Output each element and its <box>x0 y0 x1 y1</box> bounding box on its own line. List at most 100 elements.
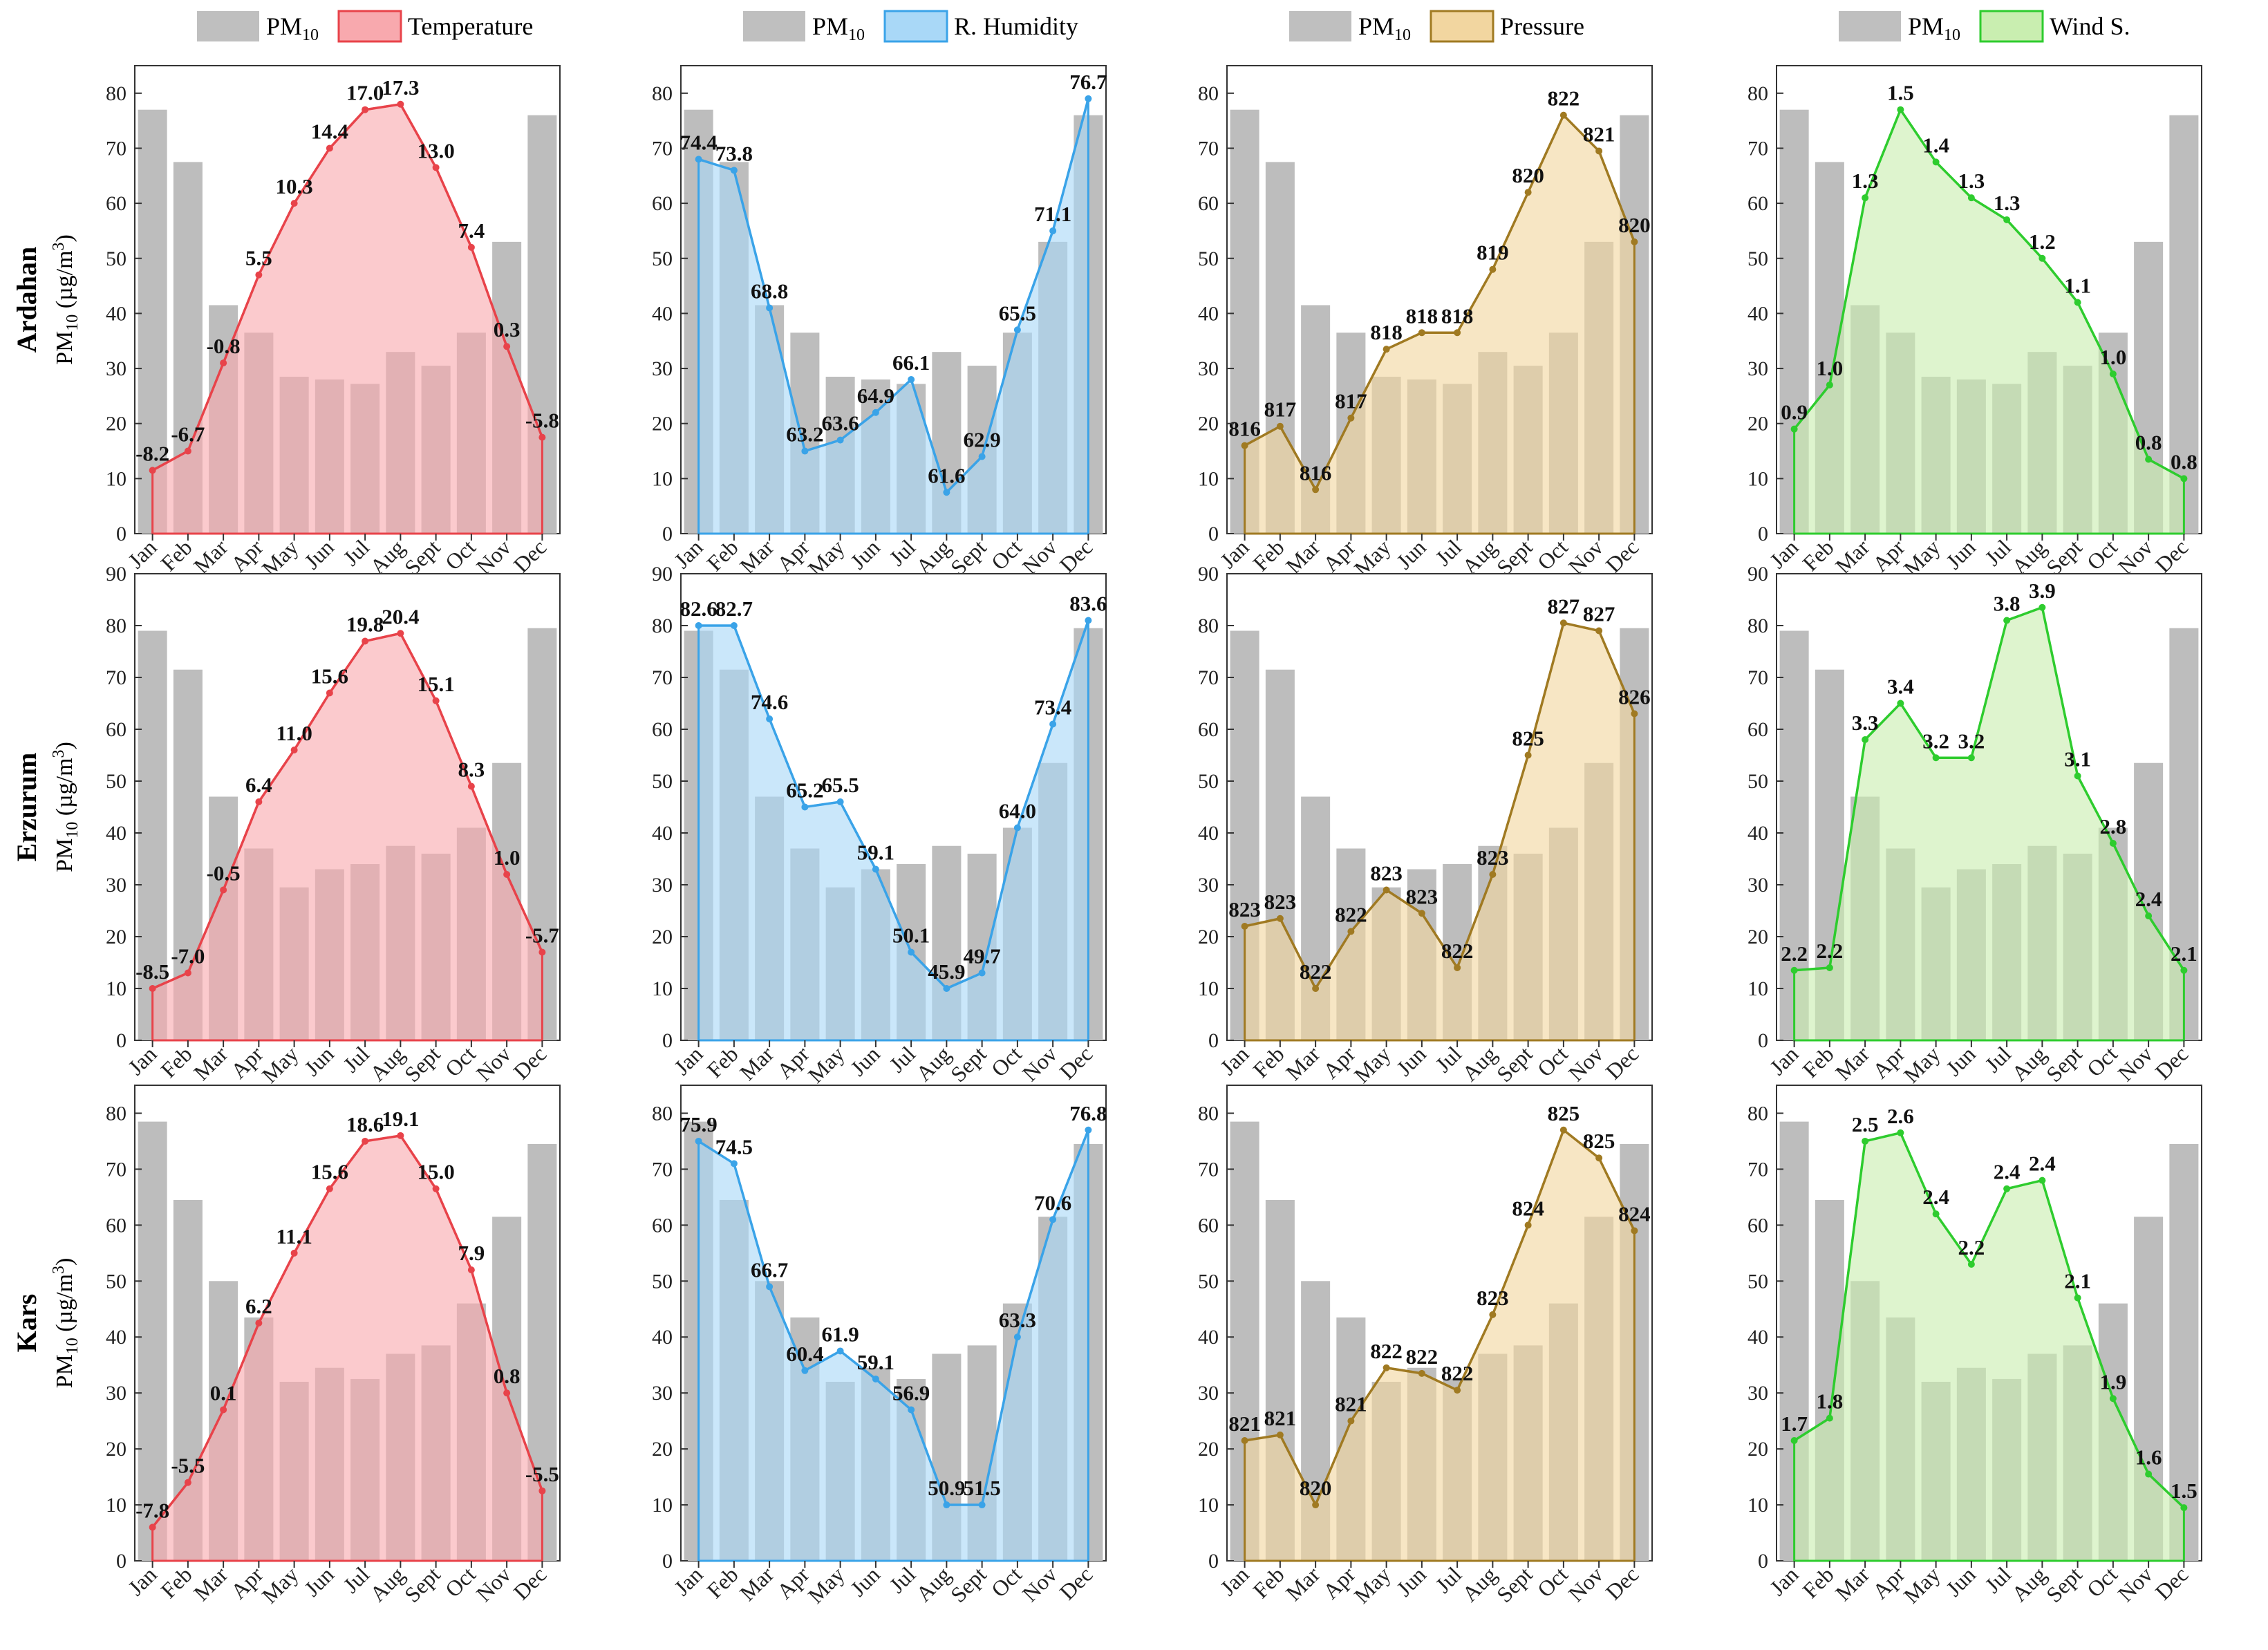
x-tick-label: Mar <box>1830 1041 1874 1085</box>
y-tick-label: 40 <box>652 1326 673 1349</box>
x-tick-label: Jan <box>1215 534 1254 573</box>
value-label: 70.6 <box>1034 1190 1071 1215</box>
y-tick-label: 20 <box>106 413 126 435</box>
y-tick-label: 30 <box>106 1382 126 1405</box>
value-label: 3.2 <box>1958 729 1985 753</box>
legend-bar-swatch <box>197 11 259 41</box>
value-label: 825 <box>1512 726 1544 751</box>
value-label: 0.8 <box>2135 430 2162 454</box>
x-tick-label: Apr <box>1868 534 1910 576</box>
x-tick-label: Apr <box>1868 1562 1910 1604</box>
value-label: 822 <box>1300 959 1332 984</box>
value-label: 15.1 <box>418 672 455 696</box>
y-tick-label: 30 <box>1198 357 1219 380</box>
series-point <box>1897 700 1904 707</box>
series-point <box>836 798 844 805</box>
series-point <box>1559 111 1567 119</box>
legend-bar-label: PM10 <box>1908 12 1960 44</box>
series-point <box>2039 603 2046 611</box>
y-tick-label: 0 <box>1758 523 1768 545</box>
series-point <box>872 409 879 416</box>
y-tick-label: 40 <box>106 302 126 325</box>
value-label: 2.6 <box>1887 1104 1914 1128</box>
series-point <box>872 865 879 873</box>
value-label: 2.4 <box>2029 1152 2056 1176</box>
x-tick-label: May <box>1899 1041 1945 1087</box>
value-label: 14.4 <box>311 119 348 143</box>
value-label: 821 <box>1335 1392 1367 1416</box>
x-tick-label: Jun <box>845 1562 885 1601</box>
x-tick-label: May <box>803 1041 850 1087</box>
series-point <box>2145 912 2153 919</box>
series-point <box>836 1347 844 1355</box>
series-point <box>290 747 298 753</box>
y-tick-label: 20 <box>1747 413 1768 435</box>
x-tick-label: Nov <box>2113 1562 2157 1606</box>
pm10-bar <box>138 630 167 1040</box>
value-label: 822 <box>1548 86 1580 111</box>
x-tick-label: Feb <box>1797 1041 1838 1082</box>
series-point <box>1932 158 1940 166</box>
value-label: 1.0 <box>1817 356 1844 380</box>
value-label: 75.9 <box>680 1112 718 1136</box>
y-tick-label: 60 <box>652 1214 673 1237</box>
value-label: 1.3 <box>1994 191 2021 215</box>
x-tick-label: Feb <box>156 1041 196 1082</box>
x-tick-label: Oct <box>1533 1562 1573 1602</box>
series-point <box>1790 425 1798 433</box>
value-label: 825 <box>1583 1129 1615 1153</box>
x-tick-label: Jun <box>845 1041 885 1080</box>
x-tick-label: Apr <box>772 1041 814 1083</box>
x-tick-label: Jan <box>1215 1562 1254 1600</box>
x-tick-label: Jan <box>669 534 708 573</box>
y-tick-label: 60 <box>106 718 126 741</box>
series-point <box>1013 1333 1021 1341</box>
value-label: 821 <box>1264 1406 1297 1430</box>
series-point <box>1932 1210 1940 1218</box>
value-label: 51.5 <box>964 1476 1001 1500</box>
legend-bar-label: PM10 <box>266 12 319 44</box>
y-tick-label: 60 <box>106 1214 126 1237</box>
row-name: Erzurum <box>11 753 42 862</box>
series-point <box>184 447 191 455</box>
series-point <box>1595 627 1603 635</box>
x-tick-label: Jan <box>1765 1041 1803 1080</box>
x-tick-label: Mar <box>189 1562 232 1605</box>
value-label: 1.7 <box>1781 1412 1808 1436</box>
series-point <box>1049 1216 1057 1224</box>
y-tick-label: 60 <box>1747 192 1768 215</box>
y-tick-label: 40 <box>652 822 673 845</box>
value-label: 816 <box>1300 460 1332 485</box>
series-point <box>1967 1261 1975 1268</box>
series-point <box>503 871 511 878</box>
value-label: 1.1 <box>2064 273 2091 297</box>
series-point <box>1454 329 1461 337</box>
series-point <box>467 1266 475 1274</box>
value-label: 1.4 <box>1922 133 1949 157</box>
y-tick-label: 80 <box>1747 1102 1768 1125</box>
legend-line-swatch <box>1979 10 2044 43</box>
series-point <box>326 1185 333 1192</box>
legend-0: PM10 Temperature <box>197 10 533 44</box>
x-tick-label: Feb <box>156 1562 196 1602</box>
series-point <box>2074 772 2081 780</box>
row-name: Kars <box>11 1294 42 1352</box>
x-tick-label: Feb <box>1248 534 1288 575</box>
y-tick-label: 10 <box>1198 467 1219 490</box>
value-label: 74.4 <box>680 130 718 154</box>
series-point <box>1897 106 1904 113</box>
value-label: -0.5 <box>207 861 241 885</box>
value-label: 2.5 <box>1852 1112 1879 1136</box>
value-label: 66.1 <box>892 350 930 375</box>
series-point <box>1049 720 1057 728</box>
value-label: 1.6 <box>2135 1445 2162 1470</box>
y-tick-label: 50 <box>106 247 126 270</box>
y-tick-label: 70 <box>652 1158 673 1181</box>
x-tick-label: Jun <box>845 534 885 574</box>
series-point <box>801 803 809 811</box>
series-point <box>2180 475 2188 482</box>
value-label: 2.1 <box>2171 941 2197 966</box>
series-point <box>538 1487 546 1494</box>
x-tick-label: Nov <box>1564 1562 1608 1606</box>
legend-line-label: Wind S. <box>2050 12 2130 40</box>
